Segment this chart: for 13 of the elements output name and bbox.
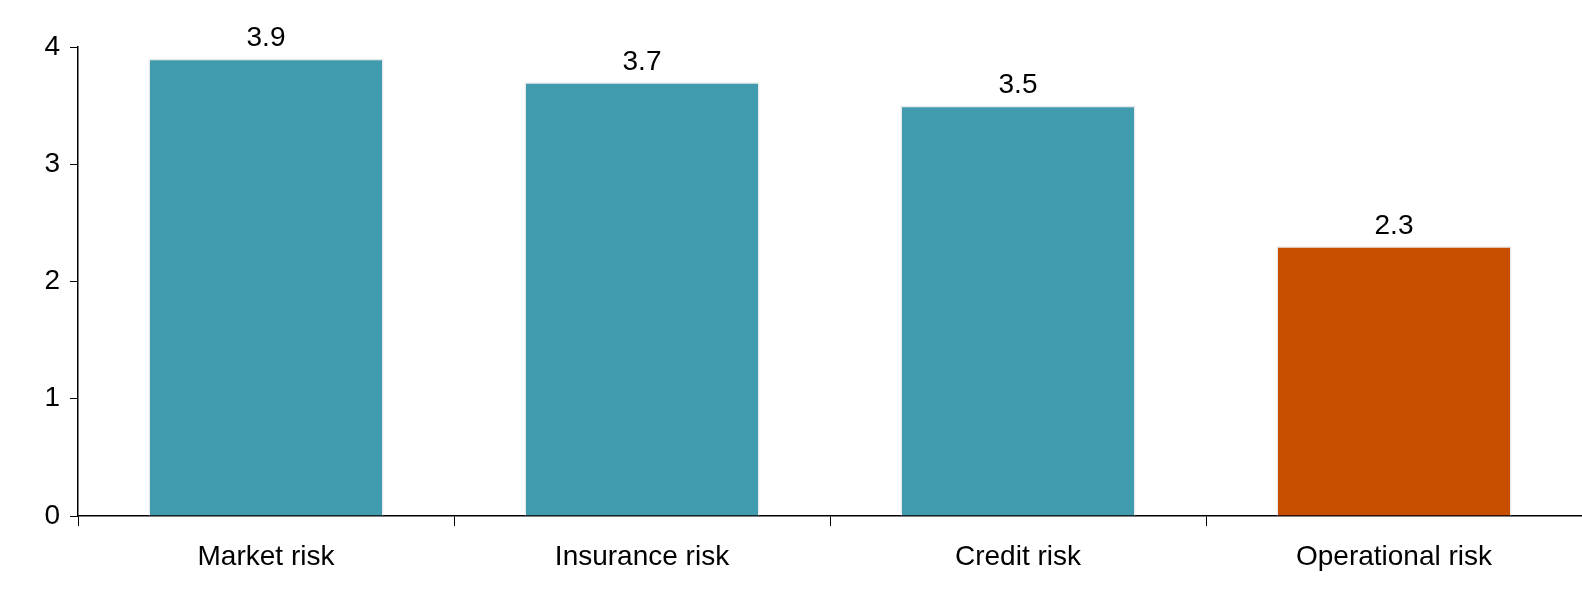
x-tick-label: Market risk bbox=[197, 539, 336, 571]
data-label: 3.9 bbox=[246, 21, 286, 53]
y-tick-label: 0 bbox=[44, 498, 60, 530]
y-tick-label: 1 bbox=[44, 381, 60, 413]
y-tick-label: 2 bbox=[44, 264, 60, 296]
x-tick-label: Credit risk bbox=[954, 539, 1083, 571]
y-tick-label: 4 bbox=[44, 29, 60, 61]
x-tick-label: Insurance risk bbox=[554, 539, 731, 571]
data-label: 3.7 bbox=[622, 44, 662, 76]
y-tick-label: 3 bbox=[44, 146, 60, 178]
data-label: 3.5 bbox=[998, 68, 1038, 100]
x-tick-label: Operational risk bbox=[1295, 539, 1494, 571]
data-label: 2.3 bbox=[1374, 209, 1414, 241]
